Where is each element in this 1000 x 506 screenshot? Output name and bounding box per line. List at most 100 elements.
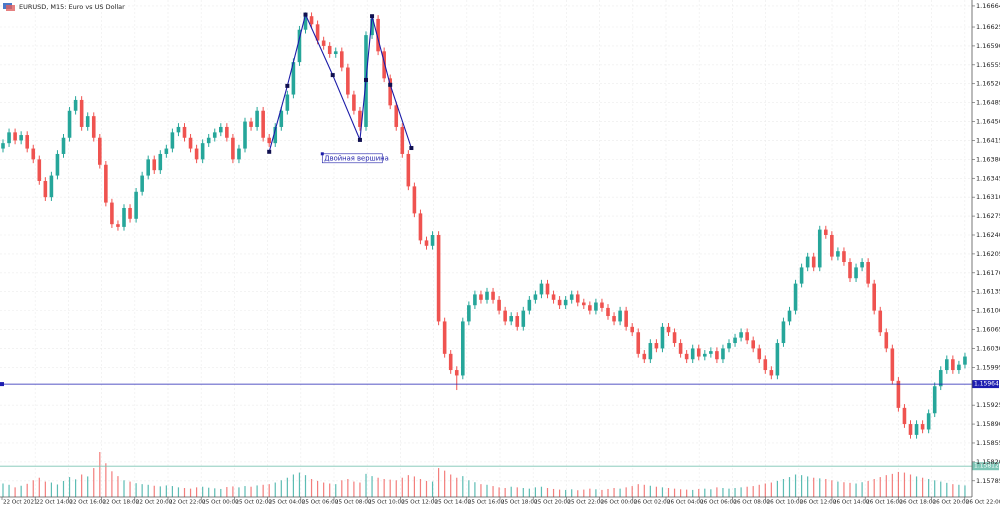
candle-body: [763, 359, 768, 371]
candle-body: [400, 126, 405, 154]
candle-body: [424, 240, 429, 246]
overlay-layer: 1.15964 1.15812 Двойная вершина: [0, 12, 999, 471]
candle-body: [515, 316, 520, 327]
candle-body: [509, 316, 513, 322]
volume-bar: [752, 486, 754, 497]
candle-body: [333, 51, 338, 55]
candle-body: [91, 116, 96, 138]
volume-bar: [165, 485, 167, 497]
candle-body: [733, 337, 737, 344]
x-tick-label: 25 Oct 20:00: [534, 500, 571, 506]
x-tick-label: 22 Oct 2021: [3, 500, 38, 506]
candle-body: [61, 137, 66, 154]
volume-bar: [8, 484, 10, 497]
candle-body: [297, 29, 302, 63]
candle-body: [243, 121, 247, 149]
candle-body: [152, 159, 157, 171]
candle-body: [878, 310, 883, 333]
volume-bar: [111, 471, 113, 497]
volume-bar: [196, 487, 198, 497]
candle-body: [721, 348, 725, 360]
volume-bar: [728, 488, 730, 497]
volume-bar: [56, 484, 59, 497]
volume-bar: [909, 474, 912, 497]
candle-body: [382, 51, 386, 79]
x-tick-label: 26 Oct 08:00: [733, 500, 770, 506]
candle-body: [914, 424, 919, 435]
pattern-vertex: [364, 77, 368, 82]
price-label-box: [972, 380, 999, 389]
candle-body: [836, 251, 840, 257]
volume-bar: [310, 479, 313, 497]
candle-body: [842, 251, 846, 263]
x-tick-label: 22 Oct 22:00: [169, 500, 206, 506]
candle-body: [231, 137, 235, 160]
candle-body: [926, 413, 931, 430]
candle-body: [315, 24, 320, 41]
candle-body: [787, 310, 792, 322]
volume-bar: [20, 485, 22, 497]
volume-bar: [522, 488, 524, 497]
volume-bar: [528, 488, 530, 497]
candle-body: [358, 110, 362, 127]
volume-bar: [915, 476, 918, 497]
x-tick-label: 26 Oct 12:00: [800, 500, 837, 506]
pattern-vertex: [267, 149, 272, 154]
volume-bar: [794, 474, 797, 497]
volume-bar: [861, 482, 863, 497]
volume-bar: [625, 487, 627, 497]
volume-bar: [673, 488, 676, 497]
volume-bar: [686, 489, 688, 497]
volume-bar: [129, 481, 131, 497]
volume-bar: [425, 480, 428, 497]
volume-bar: [607, 488, 609, 497]
y-tick-label: 1.16450: [976, 118, 1000, 126]
candle-body: [527, 299, 532, 311]
volume-bar: [692, 489, 694, 497]
x-tick-label: 26 Oct 18:00: [899, 500, 936, 506]
candle-body: [79, 99, 84, 127]
volume-bar: [26, 483, 28, 497]
volume-bar: [595, 489, 597, 497]
candle-body: [860, 262, 864, 268]
x-tick-label: 25 Oct 18:00: [501, 500, 538, 506]
candle-body: [176, 126, 181, 133]
volume-bar: [214, 488, 216, 497]
volume-bar: [952, 484, 954, 497]
volume-bar: [577, 490, 579, 497]
y-tick-label: 1.16310: [976, 193, 1000, 201]
y-tick-label: 1.16625: [976, 23, 1000, 31]
candle-body: [267, 137, 271, 144]
volume-bar: [389, 479, 391, 497]
volume-bar: [407, 475, 409, 497]
volume-bar: [395, 480, 397, 497]
candle-body: [648, 343, 653, 360]
candle-body: [146, 159, 150, 176]
volume-bar: [734, 488, 736, 497]
candle-body: [563, 299, 568, 306]
volume-bar: [764, 483, 766, 497]
candle-body: [533, 294, 538, 300]
volume-bar: [940, 481, 942, 497]
candle-body: [376, 18, 380, 52]
candle-body: [678, 343, 683, 354]
volume-bar: [99, 452, 101, 497]
candle-body: [237, 148, 241, 160]
pattern-label-box: [321, 153, 383, 164]
volume-bar: [208, 487, 210, 497]
candle-body: [170, 132, 175, 149]
volume-bar: [782, 479, 785, 497]
x-tick-label: 25 Oct 06:00: [302, 500, 339, 506]
volume-bar: [353, 481, 355, 497]
candle-body: [751, 340, 755, 349]
candle-body: [98, 137, 102, 165]
candle-body: [67, 110, 72, 138]
x-tick-label: 25 Oct 04:00: [269, 500, 306, 506]
volume-bar: [250, 486, 252, 497]
candle-body: [902, 407, 907, 425]
candle-body: [182, 126, 187, 138]
volume-bar: [867, 480, 869, 497]
candle-body: [394, 105, 399, 127]
volume-bar: [304, 475, 307, 497]
volume-bar: [934, 480, 936, 497]
